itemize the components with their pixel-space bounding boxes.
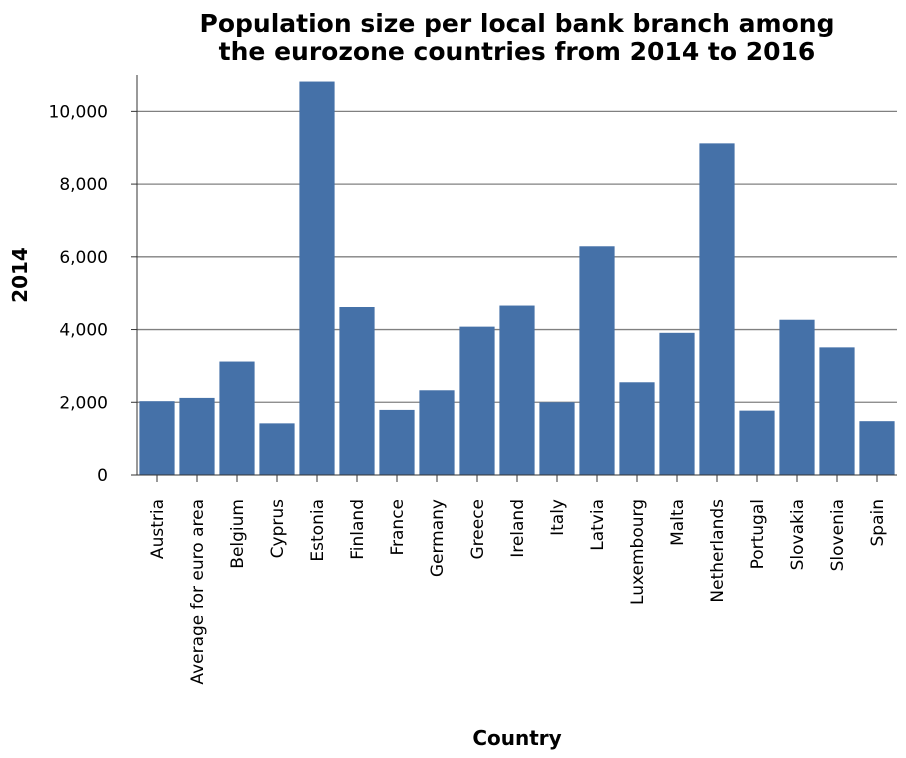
x-tick-label: Netherlands [708,499,728,603]
bar [659,332,695,475]
y-tick-label: 10,000 [49,102,108,122]
x-tick-label: Slovenia [828,499,848,571]
chart-title-line-1: Population size per local bank branch am… [200,9,835,38]
x-tick-label: France [388,499,408,556]
y-tick-label: 0 [97,466,108,486]
bar [179,397,215,475]
y-tick-label: 6,000 [59,248,108,268]
bars [139,81,895,475]
bar [819,347,855,475]
x-tick-label: Ireland [508,499,528,558]
x-tick-label: Luxembourg [628,499,648,605]
bar [619,382,655,475]
x-tick-label: Germany [428,499,448,577]
bar [139,401,175,475]
x-tick-label: Latvia [588,499,608,551]
x-tick-label: Spain [868,499,888,547]
bar [579,246,615,475]
x-tick-label: Estonia [308,499,328,562]
x-tick-labels: Austria Average for euro area Belgium Cypru… [148,475,888,685]
gridlines [137,110,897,403]
x-axis-title: Country [472,726,561,750]
x-tick-label: Belgium [228,499,248,569]
bar [859,421,895,475]
bar [299,81,335,475]
bar [539,402,575,475]
x-tick-label: Finland [348,499,368,560]
y-tick-label: 4,000 [59,321,108,341]
y-tick-labels: 0 2,000 4,000 6,000 8,000 10,000 [49,102,137,486]
bar [259,423,295,475]
bar [499,305,535,475]
y-tick-label: 8,000 [59,175,108,195]
x-tick-label: Malta [668,499,688,546]
bar [419,390,455,475]
y-axis-title: 2014 [8,247,32,303]
bar [379,409,415,475]
bar [339,307,375,475]
x-tick-label: Average for euro area [188,499,208,685]
chart-title-line-2: the eurozone countries from 2014 to 2016 [219,37,816,66]
x-tick-label: Portugal [748,499,768,569]
bar [779,319,815,475]
y-tick-label: 2,000 [59,393,108,413]
bar [459,326,495,475]
x-tick-label: Cyprus [268,499,288,558]
bar [699,143,735,475]
bar [739,410,775,475]
x-tick-label: Slovakia [788,499,808,570]
x-tick-label: Italy [548,499,568,536]
x-tick-label: Greece [468,499,488,560]
x-tick-label: Austria [148,499,168,559]
bar [219,361,255,475]
